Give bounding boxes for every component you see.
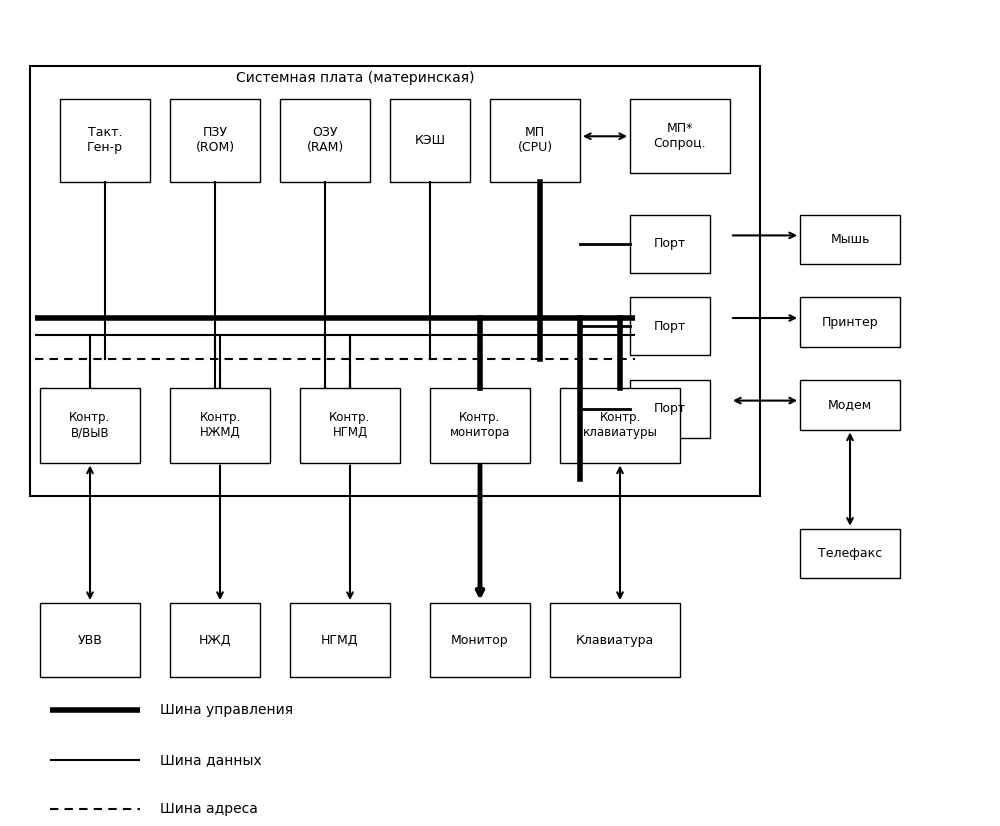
- FancyBboxPatch shape: [550, 603, 680, 677]
- Text: Телефакс: Телефакс: [818, 547, 882, 560]
- FancyBboxPatch shape: [430, 603, 530, 677]
- FancyBboxPatch shape: [630, 99, 730, 173]
- Text: Монитор: Монитор: [451, 634, 509, 647]
- FancyBboxPatch shape: [40, 603, 140, 677]
- Text: Шина адреса: Шина адреса: [160, 803, 258, 816]
- Text: Клавиатура: Клавиатура: [576, 634, 654, 647]
- Text: Такт.
Ген-р: Такт. Ген-р: [87, 126, 123, 154]
- Text: Шина данных: Шина данных: [160, 753, 262, 767]
- FancyBboxPatch shape: [800, 297, 900, 347]
- Text: Контр.
клавиатуры: Контр. клавиатуры: [583, 411, 657, 439]
- Text: НЖД: НЖД: [199, 634, 231, 647]
- Text: Контр.
НГМД: Контр. НГМД: [329, 411, 371, 439]
- FancyBboxPatch shape: [630, 380, 710, 438]
- Text: МП*
Сопроц.: МП* Сопроц.: [654, 122, 706, 150]
- FancyBboxPatch shape: [800, 215, 900, 264]
- Text: Модем: Модем: [828, 398, 872, 411]
- Text: Системная плата (материнская): Системная плата (материнская): [236, 72, 474, 85]
- FancyBboxPatch shape: [280, 99, 370, 182]
- Text: Шина управления: Шина управления: [160, 704, 293, 717]
- FancyBboxPatch shape: [40, 388, 140, 463]
- Text: Контр.
монитора: Контр. монитора: [450, 411, 510, 439]
- FancyBboxPatch shape: [630, 297, 710, 355]
- FancyBboxPatch shape: [170, 603, 260, 677]
- FancyBboxPatch shape: [390, 99, 470, 182]
- FancyBboxPatch shape: [290, 603, 390, 677]
- Text: Принтер: Принтер: [822, 316, 878, 329]
- Text: ПЗУ
(ROM): ПЗУ (ROM): [195, 126, 235, 154]
- FancyBboxPatch shape: [800, 529, 900, 578]
- FancyBboxPatch shape: [630, 215, 710, 273]
- FancyBboxPatch shape: [300, 388, 400, 463]
- Text: УВВ: УВВ: [78, 634, 102, 647]
- FancyBboxPatch shape: [60, 99, 150, 182]
- Text: НГМД: НГМД: [321, 634, 359, 647]
- Text: Мышь: Мышь: [830, 233, 870, 246]
- FancyBboxPatch shape: [430, 388, 530, 463]
- Text: Порт: Порт: [654, 320, 686, 333]
- Text: МП
(CPU): МП (CPU): [517, 126, 553, 154]
- FancyBboxPatch shape: [560, 388, 680, 463]
- FancyBboxPatch shape: [800, 380, 900, 430]
- Text: КЭШ: КЭШ: [415, 134, 446, 147]
- FancyBboxPatch shape: [30, 66, 760, 496]
- FancyBboxPatch shape: [490, 99, 580, 182]
- Text: Порт: Порт: [654, 402, 686, 415]
- Text: ОЗУ
(RAM): ОЗУ (RAM): [306, 126, 344, 154]
- Text: Контр.
НЖМД: Контр. НЖМД: [199, 411, 241, 439]
- Text: Порт: Порт: [654, 237, 686, 250]
- FancyBboxPatch shape: [170, 99, 260, 182]
- FancyBboxPatch shape: [170, 388, 270, 463]
- Text: Контр.
В/ВЫВ: Контр. В/ВЫВ: [69, 411, 111, 439]
